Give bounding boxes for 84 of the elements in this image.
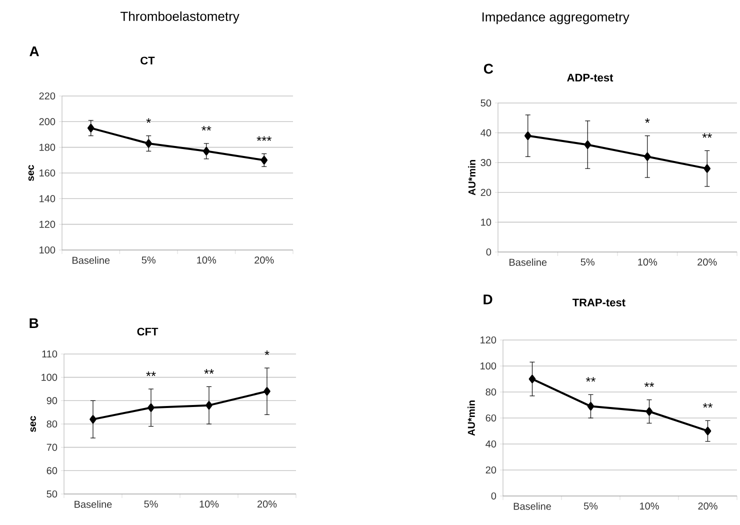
point: [646, 407, 653, 416]
annotation: **: [202, 126, 212, 131]
y-tick-label: 50: [480, 99, 492, 107]
x-tick-label: 5%: [144, 500, 158, 508]
y-tick-label: 220: [39, 92, 56, 100]
annotation: **: [586, 377, 596, 382]
text: B: [30, 318, 38, 328]
y-tick-label: 60: [486, 414, 496, 422]
text: D: [484, 294, 492, 304]
y-tick-label: 60: [46, 467, 58, 474]
x-tick-label: 10%: [638, 258, 658, 266]
y-tick-label: 100: [42, 374, 58, 381]
point: [704, 164, 711, 173]
annotation: **: [204, 369, 214, 374]
y-tick-label: 110: [42, 350, 58, 358]
y-tick-label: 160: [40, 169, 56, 177]
point: [584, 140, 592, 149]
y-axis-title: sec: [30, 416, 36, 432]
x-tick-label: Baseline: [74, 500, 112, 508]
x-tick-label: 10%: [197, 256, 216, 264]
y-tick-label: 0: [486, 248, 492, 256]
chart-subtitle: Thromboelastometry: [120, 11, 240, 24]
y-tick-label: 50: [46, 490, 58, 498]
x-tick-label: 20%: [254, 256, 274, 264]
x-tick-label: 5%: [142, 256, 156, 264]
chart-title: CFT: [137, 328, 158, 336]
x-tick-label: 20%: [257, 500, 277, 508]
chart-title: ADP-test: [567, 74, 614, 82]
y-axis-title: AU*min: [468, 160, 476, 196]
y-tick-label: 80: [486, 388, 496, 396]
point: [202, 146, 210, 156]
y-tick-label: 40: [480, 129, 492, 136]
point: [87, 124, 94, 132]
point: [264, 387, 270, 396]
annotation: *: [146, 118, 151, 123]
point: [524, 132, 532, 140]
point: [528, 374, 536, 384]
annotation: **: [146, 372, 156, 376]
y-tick-label: 30: [480, 159, 492, 166]
annotation: **: [702, 403, 713, 408]
point: [587, 402, 594, 410]
point: [704, 426, 712, 436]
annotation: **: [644, 382, 654, 387]
y-tick-label: 120: [480, 336, 496, 344]
y-tick-label: 80: [46, 420, 58, 428]
annotation: *: [645, 118, 650, 123]
chart-subtitle: Impedance aggregometry: [482, 12, 630, 24]
y-tick-label: 100: [40, 246, 56, 254]
point: [206, 401, 212, 410]
y-tick-label: 10: [481, 218, 492, 226]
y-tick-label: 20: [486, 466, 496, 474]
y-axis-title: AU*min: [468, 400, 475, 436]
y-tick-label: 70: [46, 444, 58, 451]
x-tick-label: Baseline: [72, 256, 110, 264]
point: [644, 152, 651, 161]
y-tick-label: 120: [40, 220, 56, 228]
annotation: *: [264, 350, 270, 356]
x-tick-label: 10%: [640, 502, 659, 510]
y-tick-label: 90: [46, 397, 58, 404]
y-tick-label: 180: [40, 144, 56, 151]
x-tick-label: Baseline: [510, 258, 547, 266]
text: C: [484, 64, 494, 74]
y-tick-label: 100: [480, 362, 496, 370]
y-tick-label: 140: [40, 195, 56, 202]
y-tick-label: 0: [491, 492, 496, 500]
point: [90, 415, 96, 424]
x-tick-label: 20%: [698, 258, 717, 266]
annotation: **: [702, 133, 712, 138]
y-tick-label: 200: [39, 118, 56, 126]
x-tick-label: Baseline: [514, 502, 551, 510]
point: [145, 139, 152, 148]
x-tick-label: 20%: [698, 502, 718, 510]
point: [260, 156, 268, 164]
chart-title: CT: [140, 56, 155, 64]
point: [148, 403, 154, 412]
x-tick-label: 5%: [584, 502, 598, 510]
x-tick-label: 10%: [200, 500, 219, 508]
y-tick-label: 40: [486, 440, 496, 448]
annotation: ***: [256, 136, 272, 141]
text: A: [30, 46, 39, 56]
x-tick-label: 5%: [580, 258, 594, 266]
y-tick-label: 20: [480, 188, 492, 196]
y-axis-title: sec: [28, 164, 34, 181]
chart-title: TRAP-test: [572, 298, 626, 306]
